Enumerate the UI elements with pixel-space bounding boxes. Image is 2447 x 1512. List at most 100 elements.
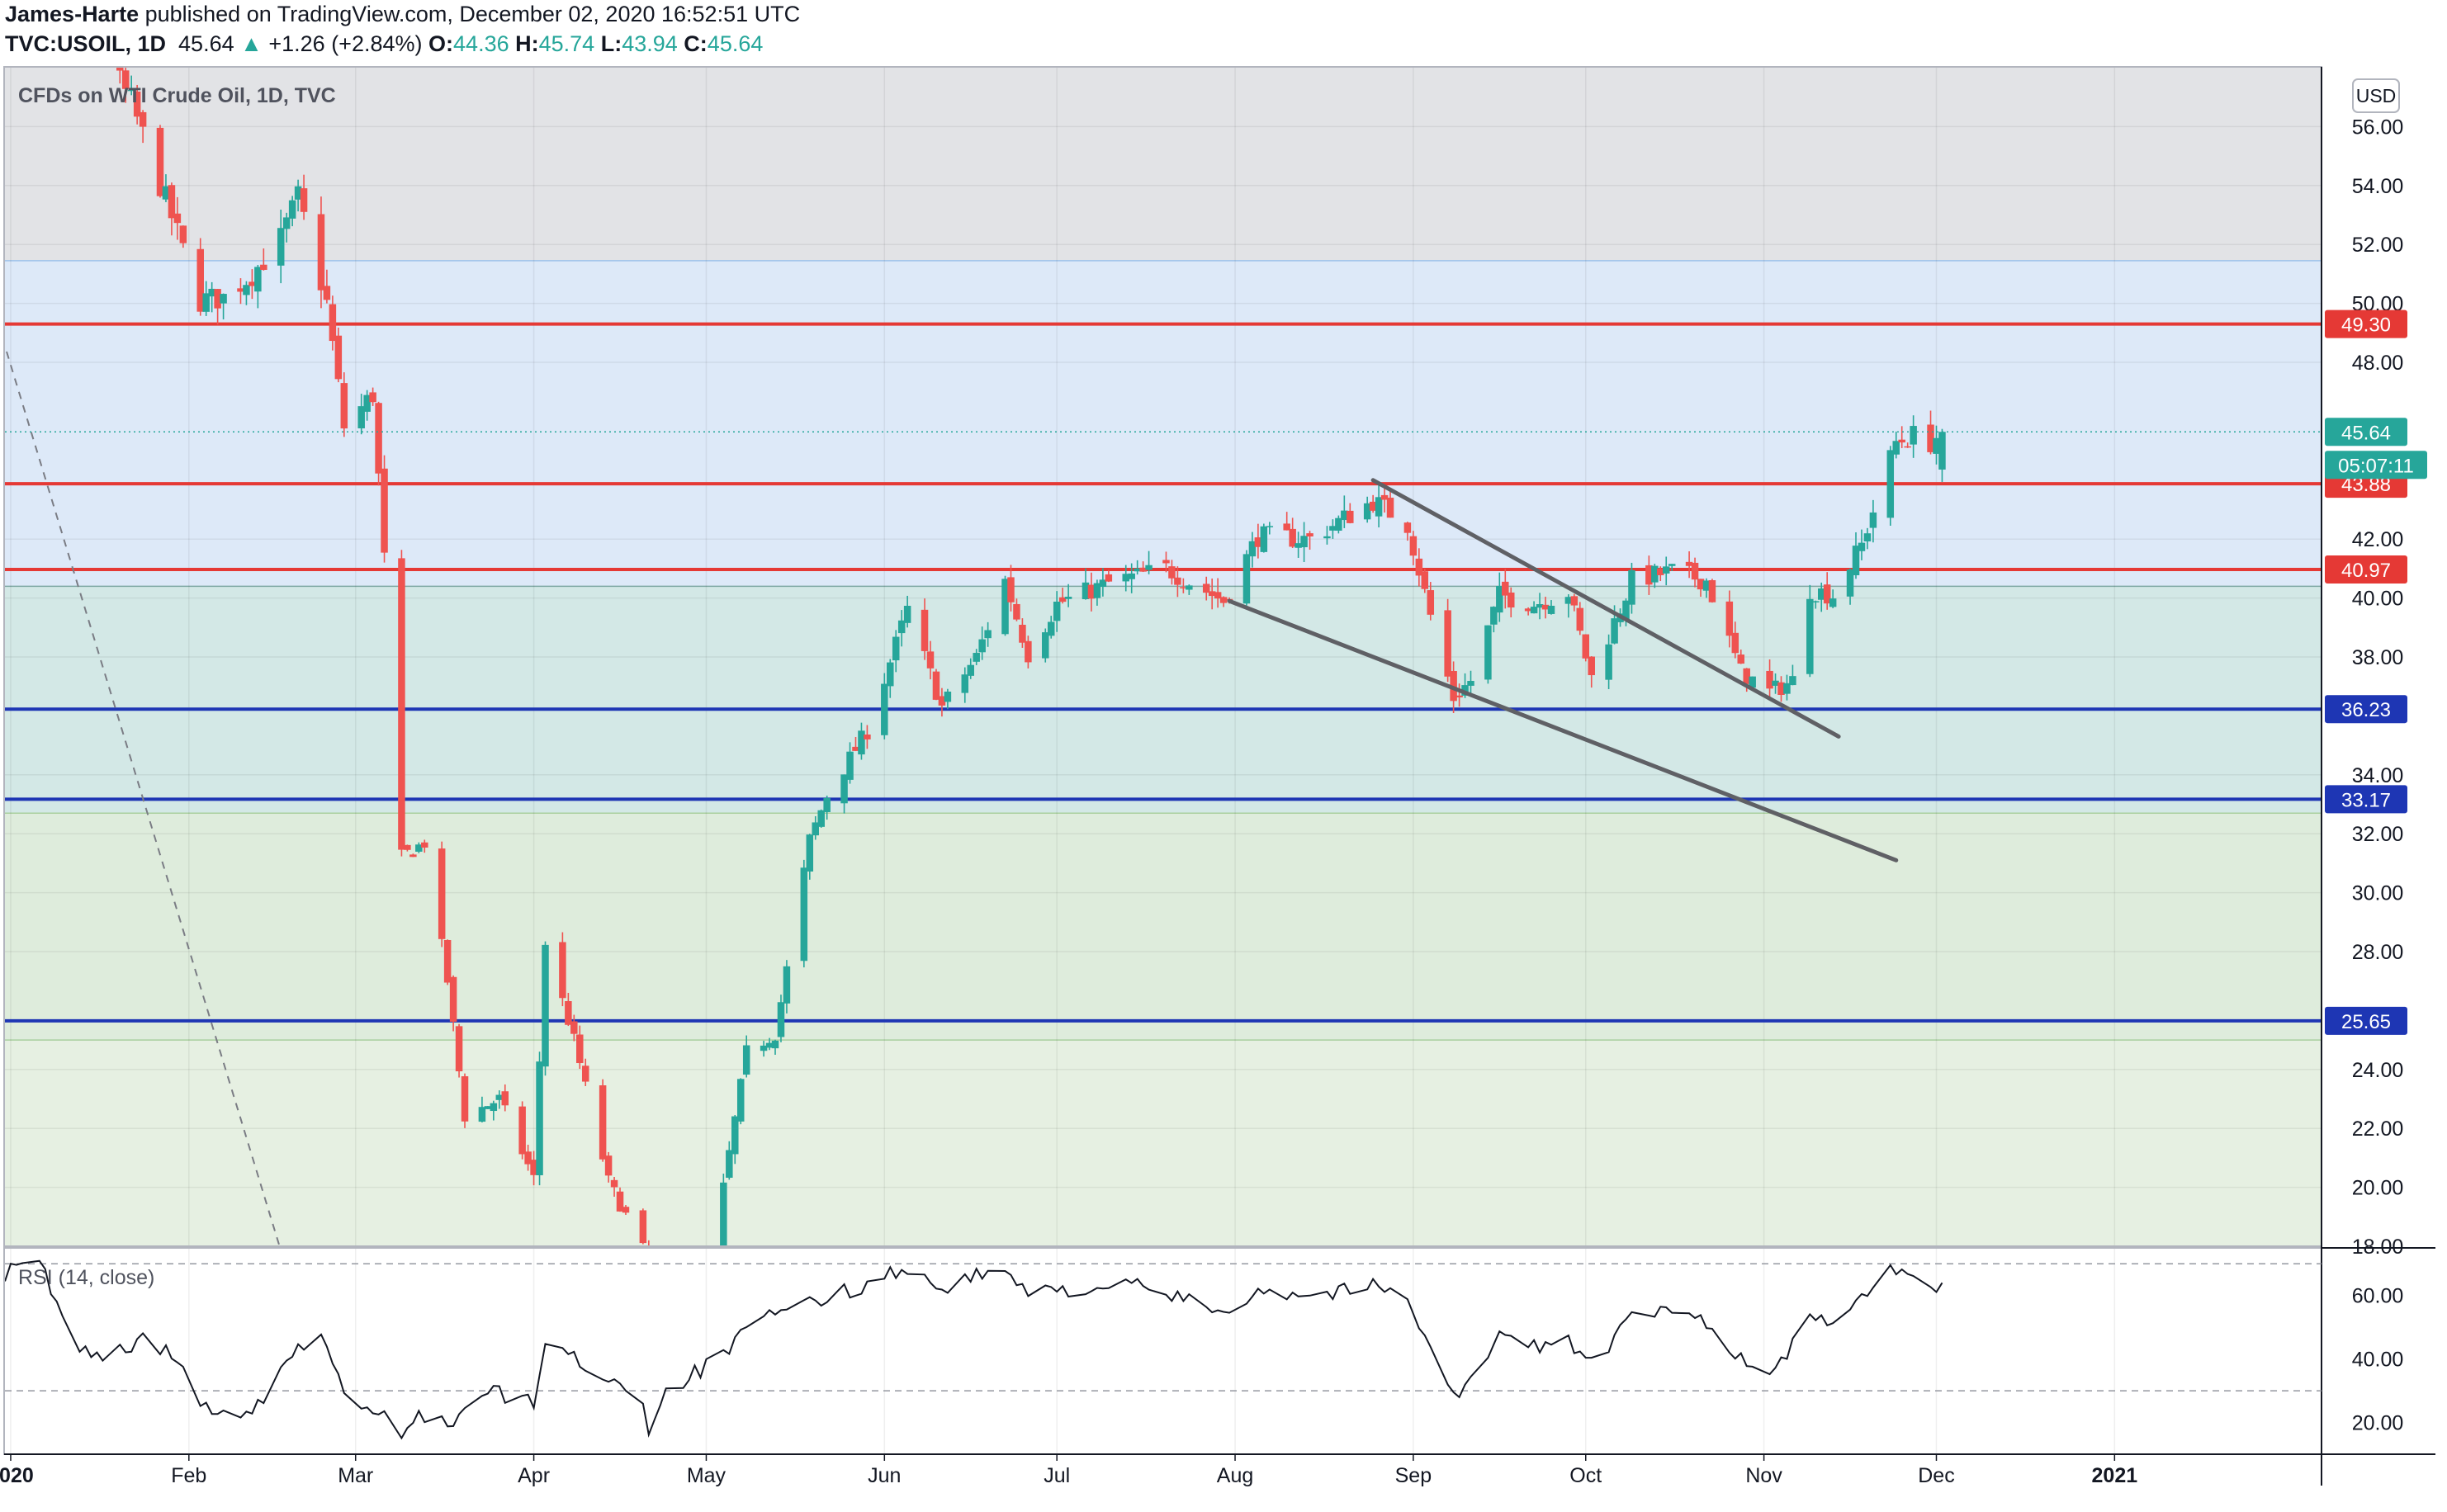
- candle-body: [720, 1182, 727, 1246]
- candle-body: [495, 1094, 504, 1100]
- level-badge-25.65-bg: [2325, 1006, 2407, 1035]
- candle-body: [478, 1107, 486, 1122]
- chart-legend[interactable]: CFDs on WTI Crude Oil, 1D, TVC: [18, 84, 336, 107]
- level-badge-40.97: 40.97: [2341, 560, 2391, 582]
- candle-body: [208, 288, 215, 297]
- candle-body: [1858, 542, 1866, 551]
- candle-body: [1323, 536, 1331, 539]
- candle-body: [1254, 537, 1262, 547]
- candlestick-series: [53, 0, 1946, 1331]
- candle-body: [1134, 568, 1141, 572]
- level-badge-36.23-bg: [2325, 695, 2407, 724]
- candle-body: [1823, 584, 1831, 604]
- candle-body: [1186, 585, 1193, 590]
- candle-body: [1415, 558, 1423, 576]
- candle-body: [1300, 536, 1308, 548]
- rsi-tick-label: 20.00: [2352, 1412, 2404, 1435]
- candle-body: [340, 383, 348, 429]
- candle-body: [1122, 574, 1129, 582]
- candle-body: [736, 1079, 745, 1122]
- candle-body: [53, 0, 60, 9]
- candle-body: [1570, 596, 1578, 606]
- candle-body: [1242, 554, 1251, 604]
- candle-body: [127, 89, 135, 92]
- candle-body: [639, 1210, 647, 1244]
- rsi-tick-label: 40.00: [2352, 1349, 2404, 1372]
- candle-body: [771, 1040, 779, 1049]
- candle-body: [887, 662, 894, 687]
- candle-body: [1007, 577, 1015, 602]
- candle-body: [1892, 441, 1900, 455]
- rsi-axis[interactable]: 60.00 40.00 20.00: [2352, 1285, 2404, 1435]
- candle-body: [812, 822, 820, 836]
- candle-body: [973, 653, 980, 662]
- candle-body: [1731, 632, 1739, 654]
- candle-body: [679, 1288, 687, 1331]
- candle-body: [381, 468, 388, 553]
- candle-body: [1628, 569, 1635, 605]
- time-tick-label: Apr: [518, 1464, 550, 1487]
- candle-body: [1174, 577, 1181, 585]
- candle-body: [1863, 533, 1872, 541]
- currency-button[interactable]: USD: [2352, 78, 2400, 113]
- candle-body: [1812, 601, 1820, 602]
- candle-body: [1547, 605, 1555, 614]
- candle-body: [926, 651, 935, 669]
- last-price: 45.64: [178, 31, 234, 56]
- candle-body: [237, 288, 244, 292]
- candle-body: [288, 200, 296, 219]
- candle-body: [88, 29, 95, 44]
- candle-body: [800, 867, 808, 962]
- candle-body: [1180, 587, 1187, 588]
- candle-body: [616, 1191, 624, 1212]
- candle-body: [1168, 566, 1176, 579]
- candle-body: [1846, 569, 1854, 597]
- price-zone-0: [5, 68, 2322, 261]
- channel-line-1[interactable]: [1370, 478, 1841, 739]
- candle-body: [1128, 573, 1135, 579]
- horizontal-levels[interactable]: [5, 322, 2322, 1023]
- symbol-label[interactable]: TVC:USOIL, 1D: [5, 31, 167, 56]
- change-arrow-icon: ▲: [240, 31, 263, 56]
- candle-body: [501, 1091, 509, 1106]
- rsi-legend[interactable]: RSI (14, close): [18, 1266, 154, 1289]
- descending-channel[interactable]: [1227, 478, 1899, 862]
- candle-body: [363, 395, 371, 412]
- candle-body: [610, 1179, 618, 1188]
- channel-line-2[interactable]: [1227, 598, 1899, 862]
- candle-body: [1427, 590, 1435, 615]
- candle-body: [1564, 597, 1573, 604]
- dashed-trend-line[interactable]: [6, 351, 280, 1245]
- candle-body: [1145, 565, 1153, 570]
- candle-body: [1082, 582, 1090, 599]
- candle-body: [1651, 565, 1659, 583]
- price-zone-1: [5, 260, 2322, 587]
- candle-body: [881, 683, 888, 735]
- candle-body: [806, 834, 814, 872]
- candle-body: [731, 1116, 739, 1155]
- candle-body: [903, 606, 911, 623]
- candle-body: [156, 127, 164, 196]
- candle-body: [1829, 598, 1837, 607]
- candle-body: [1461, 685, 1469, 696]
- candle-body: [565, 1000, 572, 1025]
- candle-body: [846, 751, 854, 780]
- time-axis[interactable]: 2020 Feb Mar Apr May Jun Jul Aug Sep Oct Nov Dec 202…: [0, 1454, 2137, 1487]
- candle-body: [524, 1151, 532, 1165]
- candle-body: [559, 942, 566, 999]
- candle-body: [1087, 584, 1096, 599]
- candle-body: [1904, 446, 1911, 448]
- price-tick-label: 32.00: [2352, 823, 2404, 846]
- time-tick-label: Jun: [868, 1464, 901, 1487]
- candle-body: [1363, 503, 1371, 520]
- candle-body: [1047, 621, 1055, 636]
- candle-body: [542, 944, 549, 1067]
- countdown-badge-bg: [2325, 451, 2427, 480]
- level-badge-49.30-bg: [2325, 309, 2407, 338]
- author-name[interactable]: James-Harte: [5, 2, 140, 26]
- price-badges: 49.3043.8840.9736.2333.1725.6545.6405:07…: [2325, 309, 2427, 1035]
- candle-body: [1749, 676, 1756, 688]
- candle-body: [726, 1150, 733, 1179]
- price-axis[interactable]: 56.0054.0052.0050.0048.0042.0040.0038.00…: [2352, 116, 2404, 1259]
